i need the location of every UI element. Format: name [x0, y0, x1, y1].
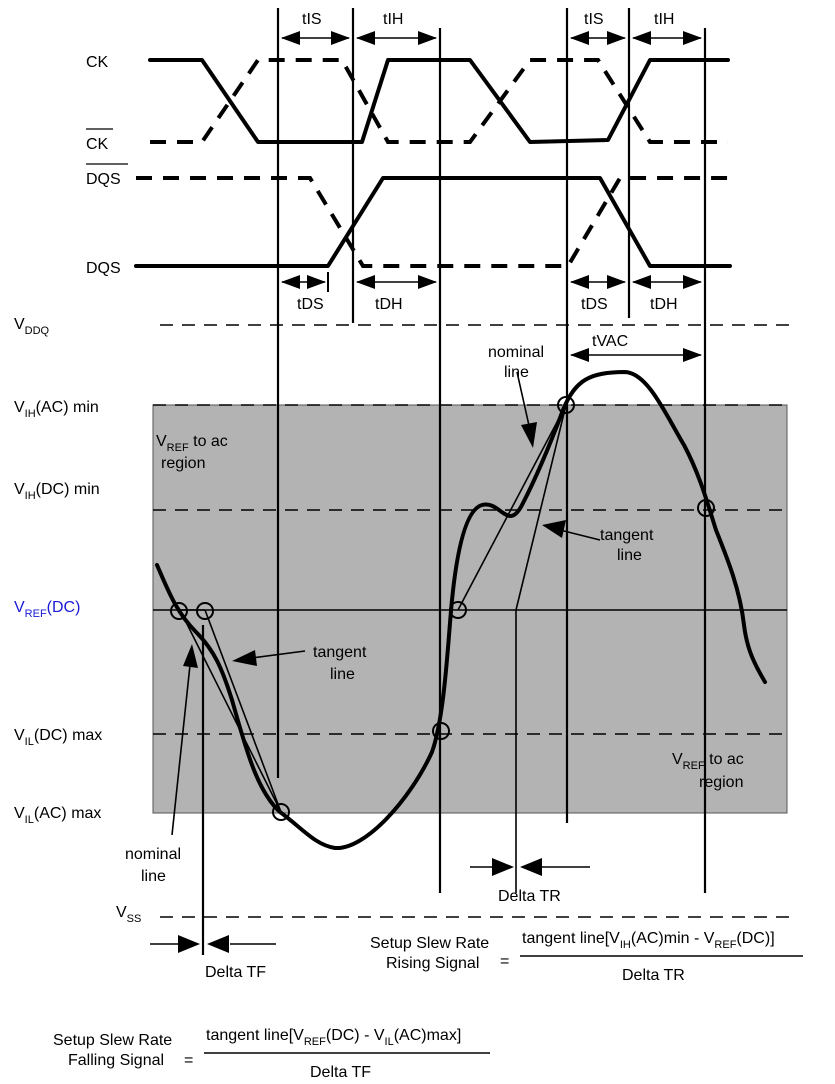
formula-rising-label-2: Rising Signal: [386, 955, 479, 972]
nominal-upper-2: line: [504, 364, 529, 381]
tdh-arrow-2: [632, 275, 702, 289]
tangent-falling-1: [179, 609, 282, 813]
crossing-marker: [697, 499, 715, 517]
formula-rising-denominator: Delta TR: [622, 967, 685, 984]
label-vil-dc: VIL(DC) max: [14, 727, 102, 748]
crossing-marker: [196, 602, 214, 620]
tds-arrow-1: [281, 272, 329, 292]
label-vref-dc: VREF(DC): [14, 599, 80, 620]
crossing-marker: [432, 722, 450, 740]
tangent-pointer-upper: [542, 520, 601, 541]
region-label-lower: VREF to ac: [672, 751, 744, 772]
tangent-upper-1: tangent: [600, 527, 654, 544]
region-label-upper-2: region: [161, 455, 205, 472]
label-vil-ac: VIL(AC) max: [14, 805, 101, 826]
delta-tr-arrows: [470, 858, 590, 876]
tih-arrow-2: [632, 31, 702, 45]
label-tdh-2: tDH: [650, 296, 678, 313]
dqs-waveform: [134, 176, 732, 268]
label-ck: CK: [86, 54, 109, 71]
tis-arrow-2: [570, 31, 626, 45]
tvac-arrow: [570, 348, 702, 362]
label-dqs: DQS: [86, 260, 121, 277]
label-vddq: VDDQ: [14, 316, 50, 337]
vref-region: [152, 404, 788, 814]
tih-arrow-1: [356, 31, 437, 45]
formula-falling-label-2: Falling Signal: [68, 1052, 164, 1069]
label-tdh-1: tDH: [375, 296, 403, 313]
formula-rising-label-1: Setup Slew Rate: [370, 935, 489, 952]
nominal-pointer-lower: [171, 644, 198, 836]
region-label-lower-2: region: [699, 774, 743, 791]
label-vih-dc: VIH(DC) min: [14, 481, 100, 502]
tangent-upper-2: line: [617, 547, 642, 564]
label-delta-tf: Delta TF: [205, 964, 266, 981]
nominal-pointer-upper: [516, 371, 537, 448]
dqs-bar-waveform: [136, 176, 730, 268]
input-waveform: [155, 370, 767, 851]
label-tih-2: tIH: [654, 11, 674, 28]
tangent-pointer-lower: [232, 650, 306, 666]
formula-falling-eq: =: [184, 1052, 193, 1069]
label-vih-ac: VIH(AC) min: [14, 399, 99, 420]
tdh-arrow-1: [356, 275, 437, 289]
ck-bar-waveform: [150, 58, 728, 144]
tangent-lower-1: tangent: [313, 644, 367, 661]
tds-arrow-2: [570, 275, 626, 289]
label-tds-1: tDS: [297, 296, 324, 313]
nominal-upper-1: nominal: [488, 344, 544, 361]
delta-tf-arrows: [150, 935, 276, 953]
region-label-upper: VREF to ac: [156, 433, 228, 454]
nominal-rising: [457, 404, 567, 611]
formula-falling-label-1: Setup Slew Rate: [53, 1032, 172, 1049]
label-tds-2: tDS: [581, 296, 608, 313]
crossing-marker: [557, 396, 575, 414]
ck-waveform: [148, 58, 730, 144]
label-delta-tr: Delta TR: [498, 888, 561, 905]
nominal-lower-2: line: [141, 868, 166, 885]
label-vss: VSS: [116, 904, 141, 925]
formula-falling-denominator: Delta TF: [310, 1064, 371, 1081]
tis-arrow-1: [281, 31, 350, 45]
tangent-lower-2: line: [330, 666, 355, 683]
tangent-rising: [515, 404, 567, 611]
label-tih-1: tIH: [383, 11, 403, 28]
label-tis-2: tIS: [584, 11, 604, 28]
label-dqs-bar: DQS: [86, 171, 121, 188]
nominal-lower-1: nominal: [125, 846, 181, 863]
formula-rising-eq: =: [500, 953, 509, 970]
tangent-falling-2: [204, 609, 282, 813]
formula-falling-numerator: tangent line[VREF(DC) - VIL(AC)max]: [206, 1027, 461, 1048]
label-tis-1: tIS: [302, 11, 322, 28]
crossing-marker: [272, 803, 290, 821]
crossing-marker: [449, 601, 467, 619]
label-ck-bar: CK: [86, 136, 109, 153]
formula-rising-numerator: tangent line[VIH(AC)min - VREF(DC)]: [522, 930, 775, 951]
label-tvac: tVAC: [592, 333, 628, 350]
crossing-marker: [170, 602, 188, 620]
